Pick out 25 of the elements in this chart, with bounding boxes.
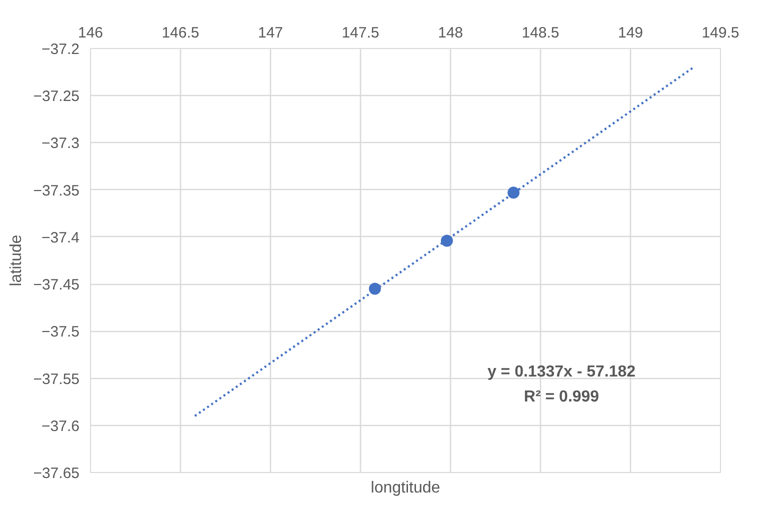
x-tick-label: 147 [258,24,284,42]
y-tick-label: −37.6 [42,418,80,435]
point [508,186,520,199]
y-tick-label: −37.65 [33,465,80,482]
y-tick-label: −37.3 [42,135,80,152]
point [440,234,453,247]
annotation: R² = 0.999 [524,388,600,406]
x-tick-label: 148.5 [522,24,560,42]
x-tick-label: 149.5 [702,24,740,42]
y-axis-title: latitude [8,234,26,286]
x-tick-label: 149 [618,24,644,42]
annotation: y = 0.1337x - 57.182 [487,364,636,380]
x-tick-label: 148 [438,24,464,42]
y-tick-label: −37.45 [33,276,80,294]
x-tick-label: 147.5 [342,24,380,42]
y-tick-label: −37.25 [33,88,80,106]
y-tick-label: −37.35 [33,182,80,200]
x-tick-label: 146 [78,24,104,42]
y-tick-label: −37.5 [42,324,80,341]
x-axis-title: longtitude [370,480,440,496]
y-tick-label: −37.4 [42,229,80,246]
x-tick-label: 146.5 [162,24,200,42]
point [368,282,381,295]
y-tick-label: −37.55 [33,370,80,388]
y-tick-label: −37.2 [42,41,80,58]
